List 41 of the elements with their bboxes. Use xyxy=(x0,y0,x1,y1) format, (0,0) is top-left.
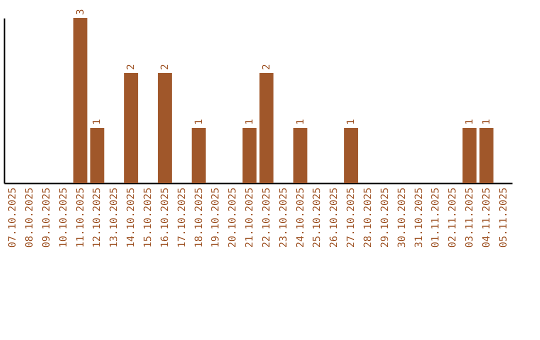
data-label: 2 xyxy=(261,64,272,70)
x-tick-label: 17.10.2025 xyxy=(176,188,188,248)
data-label: 1 xyxy=(346,118,358,125)
data-label: 2 xyxy=(126,64,138,70)
x-tick-label: 14.10.2025 xyxy=(126,188,138,248)
x-tick-label: 20.10.2025 xyxy=(228,188,239,248)
x-tick-label: 22.10.2025 xyxy=(261,188,272,248)
data-label: 2 xyxy=(160,64,171,70)
data-label: 1 xyxy=(295,118,306,125)
x-tick-label: 25.10.2025 xyxy=(312,188,324,248)
x-tick-label: 29.10.2025 xyxy=(380,188,391,248)
x-tick-label: 18.10.2025 xyxy=(194,188,205,248)
x-tick-label: 09.10.2025 xyxy=(41,188,52,248)
x-tick-label: 13.10.2025 xyxy=(109,188,120,248)
x-tick-label: 27.10.2025 xyxy=(346,188,358,248)
x-tick-label: 07.10.2025 xyxy=(8,188,19,248)
x-tick-label: 30.10.2025 xyxy=(396,188,408,248)
data-label: 1 xyxy=(464,118,476,125)
x-tick-label: 10.10.2025 xyxy=(58,188,70,248)
x-tick-label: 08.10.2025 xyxy=(24,188,36,248)
data-label: 1 xyxy=(244,118,256,125)
x-tick-label: 28.10.2025 xyxy=(362,188,374,248)
x-tick-label: 16.10.2025 xyxy=(160,188,171,248)
x-tick-label: 19.10.2025 xyxy=(210,188,222,248)
x-tick-label: 21.10.2025 xyxy=(244,188,256,248)
x-tick-label: 11.10.2025 xyxy=(75,188,86,248)
x-tick-label: 24.10.2025 xyxy=(295,188,306,248)
data-label: 1 xyxy=(92,118,104,125)
x-tick-label: 01.11.2025 xyxy=(430,188,442,248)
x-tick-label: 26.10.2025 xyxy=(329,188,340,248)
data-label: 3 xyxy=(75,8,86,15)
x-tick-label: 04.11.2025 xyxy=(481,188,492,248)
x-tick-label: 05.11.2025 xyxy=(498,188,510,248)
x-tick-label: 02.11.2025 xyxy=(448,188,459,248)
data-label: 1 xyxy=(481,118,492,125)
x-tick-label: 03.11.2025 xyxy=(464,188,476,248)
data-label: 1 xyxy=(194,118,205,125)
x-tick-label: 31.10.2025 xyxy=(414,188,425,248)
x-tick-label: 23.10.2025 xyxy=(278,188,290,248)
x-tick-label: 12.10.2025 xyxy=(92,188,104,248)
x-tick-label: 15.10.2025 xyxy=(143,188,154,248)
